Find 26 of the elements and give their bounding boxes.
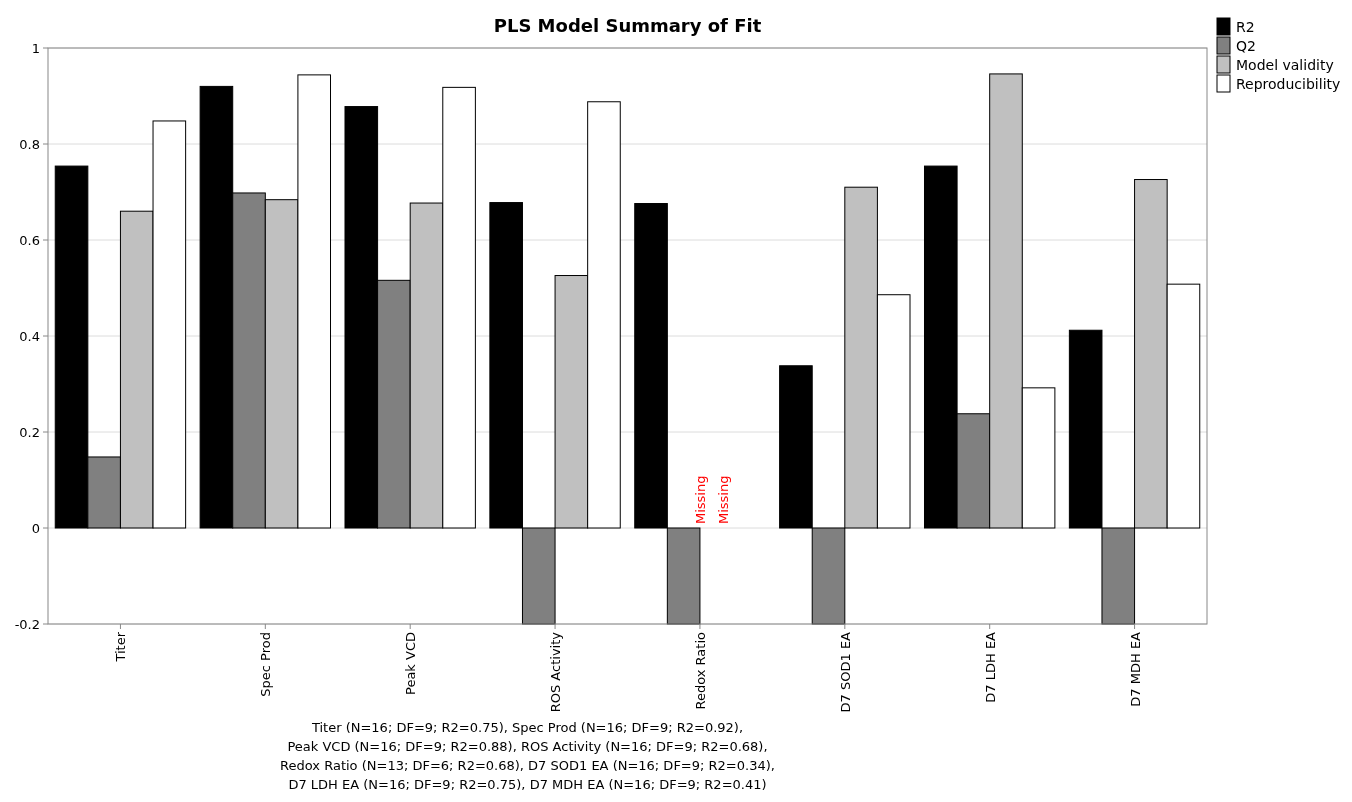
y-tick-label: 1 (31, 40, 40, 56)
x-tick-label: D7 LDH EA (982, 631, 998, 703)
annotation: Missing (715, 475, 731, 524)
chart-title: PLS Model Summary of Fit (493, 15, 762, 36)
text: Redox Ratio (N=13; DF=6; R2=0.68), D7 SOD1 EA (N=16; DF=9; R2=0.34), (280, 758, 775, 773)
y-tick-label: 0.2 (19, 424, 40, 440)
text: D7 LDH EA (N=16; DF=9; R2=0.75), D7 MDH EA (N=16; DF=9; R2=0.41) (288, 777, 767, 792)
x-tick-label: Redox Ratio (692, 631, 708, 710)
x-tick-label: D7 SOD1 EA (837, 631, 853, 713)
text: Titer (N=16; DF=9; R2=0.75), Spec Prod (N=16; DF=9; R2=0.92), (310, 720, 744, 735)
legend-label: Q2 (1236, 37, 1256, 54)
annotation: Missing (692, 475, 708, 524)
legend-label: R2 (1236, 18, 1255, 35)
text: Peak VCD (N=16; DF=9; R2=0.88), ROS Activity (N=16; DF=9; R2=0.68), (287, 739, 768, 754)
y-tick-label: 0.6 (19, 232, 40, 248)
x-tick-label: D7 MDH EA (1127, 631, 1143, 707)
x-tick-label: ROS Activity (548, 631, 564, 713)
y-tick-label: 0.4 (19, 328, 40, 344)
y-tick-label: 0 (31, 520, 40, 536)
legend-label: Reproducibility (1236, 75, 1341, 92)
x-tick-label: Spec Prod (258, 632, 274, 697)
y-tick-label: -0.2 (14, 616, 40, 632)
x-tick-label: Peak VCD (403, 632, 419, 695)
x-tick-label: Titer (113, 631, 129, 663)
legend-label: Model validity (1236, 56, 1334, 73)
y-tick-label: 0.8 (19, 136, 40, 152)
